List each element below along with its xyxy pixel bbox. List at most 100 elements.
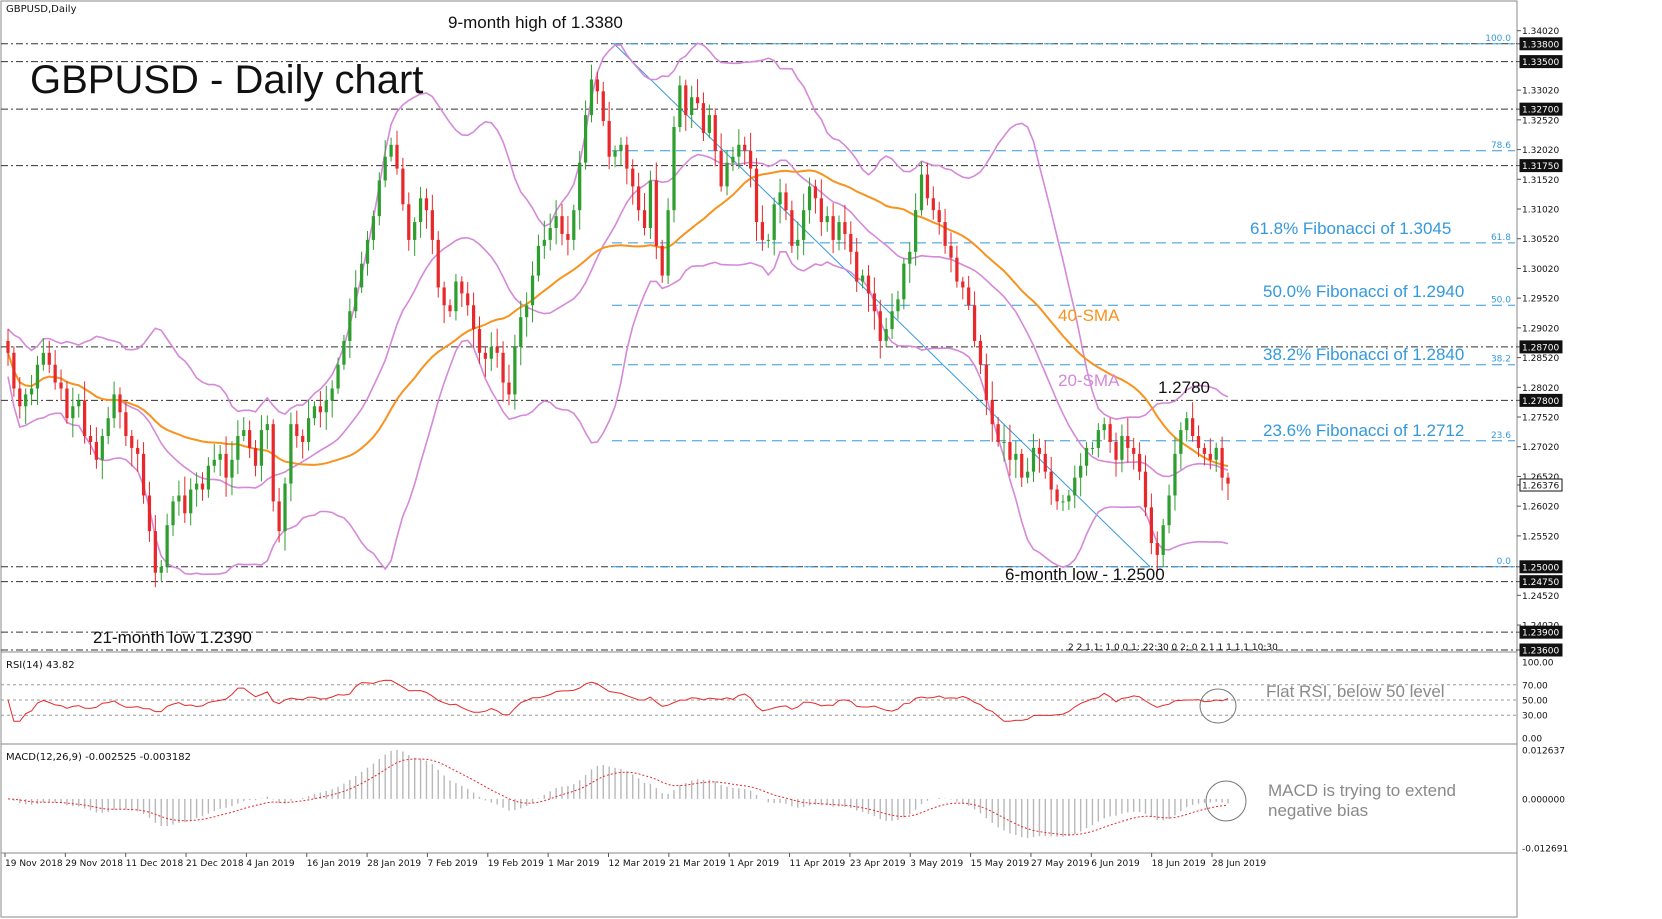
- x-tick-label: 7 Feb 2019: [427, 859, 478, 869]
- candle: [819, 179, 823, 236]
- x-tick-label: 21 Mar 2019: [669, 859, 726, 869]
- y-tick-label: 1.23900: [1522, 629, 1559, 639]
- candle-body: [253, 447, 258, 466]
- candle-body: [348, 311, 352, 341]
- price-level-tag: [1519, 37, 1563, 51]
- x-tick-label: 28 Jan 2019: [367, 859, 421, 869]
- candle: [41, 338, 45, 371]
- candle: [1132, 437, 1136, 470]
- candle: [354, 270, 358, 319]
- candle-body: [878, 311, 882, 341]
- candle: [943, 208, 947, 254]
- y-tick-label: 1.33800: [1522, 40, 1559, 50]
- annotation-fib-61: 61.8% Fibonacci of 1.3045: [1250, 219, 1451, 238]
- candle: [265, 415, 269, 450]
- price-level-tag: [1519, 643, 1563, 657]
- candle-body: [6, 340, 10, 353]
- y-tick-label: 1.24750: [1522, 578, 1559, 588]
- macd-y-tick-label: -0.012691: [1522, 845, 1568, 855]
- candle: [342, 334, 346, 370]
- candle: [607, 102, 611, 170]
- candle: [707, 104, 711, 139]
- candle: [65, 381, 69, 424]
- rsi-y-tick-label: 30.00: [1522, 712, 1548, 722]
- candle: [448, 299, 452, 317]
- candle-body: [914, 210, 918, 252]
- candle: [136, 439, 140, 472]
- candle-body: [177, 495, 181, 502]
- annotation-fib-23: 23.6% Fibonacci of 1.2712: [1263, 421, 1464, 440]
- candle-body: [242, 430, 246, 437]
- candle: [896, 290, 900, 320]
- candle: [914, 193, 918, 266]
- fib-ratio-label-6: 0.0: [1497, 557, 1512, 567]
- candle: [47, 340, 51, 373]
- y-tick-label: 1.29520: [1522, 295, 1559, 305]
- candle-body: [961, 281, 965, 288]
- candle-body: [354, 287, 358, 312]
- y-tick-label: 1.30020: [1522, 265, 1559, 275]
- candle-body: [1002, 441, 1006, 443]
- candle-body: [931, 198, 935, 211]
- candle: [631, 159, 635, 205]
- candle: [1120, 424, 1124, 473]
- candle: [737, 129, 741, 169]
- candle-body: [159, 566, 163, 573]
- price-level-tag: [1519, 625, 1563, 639]
- candle: [77, 393, 81, 418]
- annotation-1-2780: 1.2780: [1158, 378, 1210, 397]
- candle-body: [713, 115, 717, 151]
- macd-annotation-line-2: negative bias: [1268, 801, 1368, 820]
- candle-body: [1025, 471, 1030, 478]
- price-level-tag: [1519, 575, 1563, 589]
- candle-body: [790, 210, 794, 246]
- candle: [1220, 436, 1224, 491]
- y-tick-label: 1.29020: [1522, 324, 1559, 334]
- candle-body: [1043, 453, 1047, 472]
- candle-body: [513, 346, 517, 395]
- candle: [183, 476, 187, 523]
- macd-annotation-line-1: MACD is trying to extend: [1268, 781, 1456, 800]
- candle-body: [18, 388, 22, 407]
- candle-body: [654, 180, 658, 246]
- candle: [501, 341, 505, 402]
- candle: [1014, 440, 1018, 479]
- candle: [212, 444, 216, 473]
- candle: [360, 251, 364, 293]
- candle-body: [589, 79, 594, 116]
- candle-body: [395, 144, 399, 169]
- candle: [937, 201, 941, 235]
- candle: [637, 172, 641, 221]
- candle: [283, 477, 287, 551]
- candle: [1096, 423, 1100, 458]
- y-tick-label: 1.26020: [1522, 503, 1559, 513]
- candle: [831, 203, 835, 254]
- candle: [766, 233, 770, 248]
- candle: [784, 183, 788, 221]
- candle: [1079, 453, 1083, 497]
- candle: [825, 206, 829, 232]
- candle: [1196, 425, 1201, 457]
- candle-body: [560, 216, 564, 234]
- candle-body: [860, 275, 865, 282]
- candle: [690, 85, 694, 129]
- candle-body: [259, 430, 264, 466]
- candle-body: [1220, 447, 1224, 478]
- candle: [648, 170, 653, 239]
- x-tick-label: 12 Mar 2019: [609, 859, 666, 869]
- candle: [1191, 402, 1195, 442]
- candle-body: [984, 364, 988, 401]
- candle: [389, 137, 393, 162]
- candle: [35, 355, 40, 405]
- candle: [695, 79, 700, 110]
- candle: [442, 281, 446, 324]
- candle: [996, 416, 1000, 447]
- candle-body: [24, 394, 28, 407]
- candle: [253, 439, 258, 477]
- y-tick-label: 1.26520: [1522, 473, 1559, 483]
- candle-body: [324, 400, 328, 413]
- candle-body: [1149, 507, 1154, 544]
- x-tick-label: 28 Jun 2019: [1212, 859, 1266, 869]
- candle: [513, 334, 517, 410]
- candle: [925, 162, 930, 206]
